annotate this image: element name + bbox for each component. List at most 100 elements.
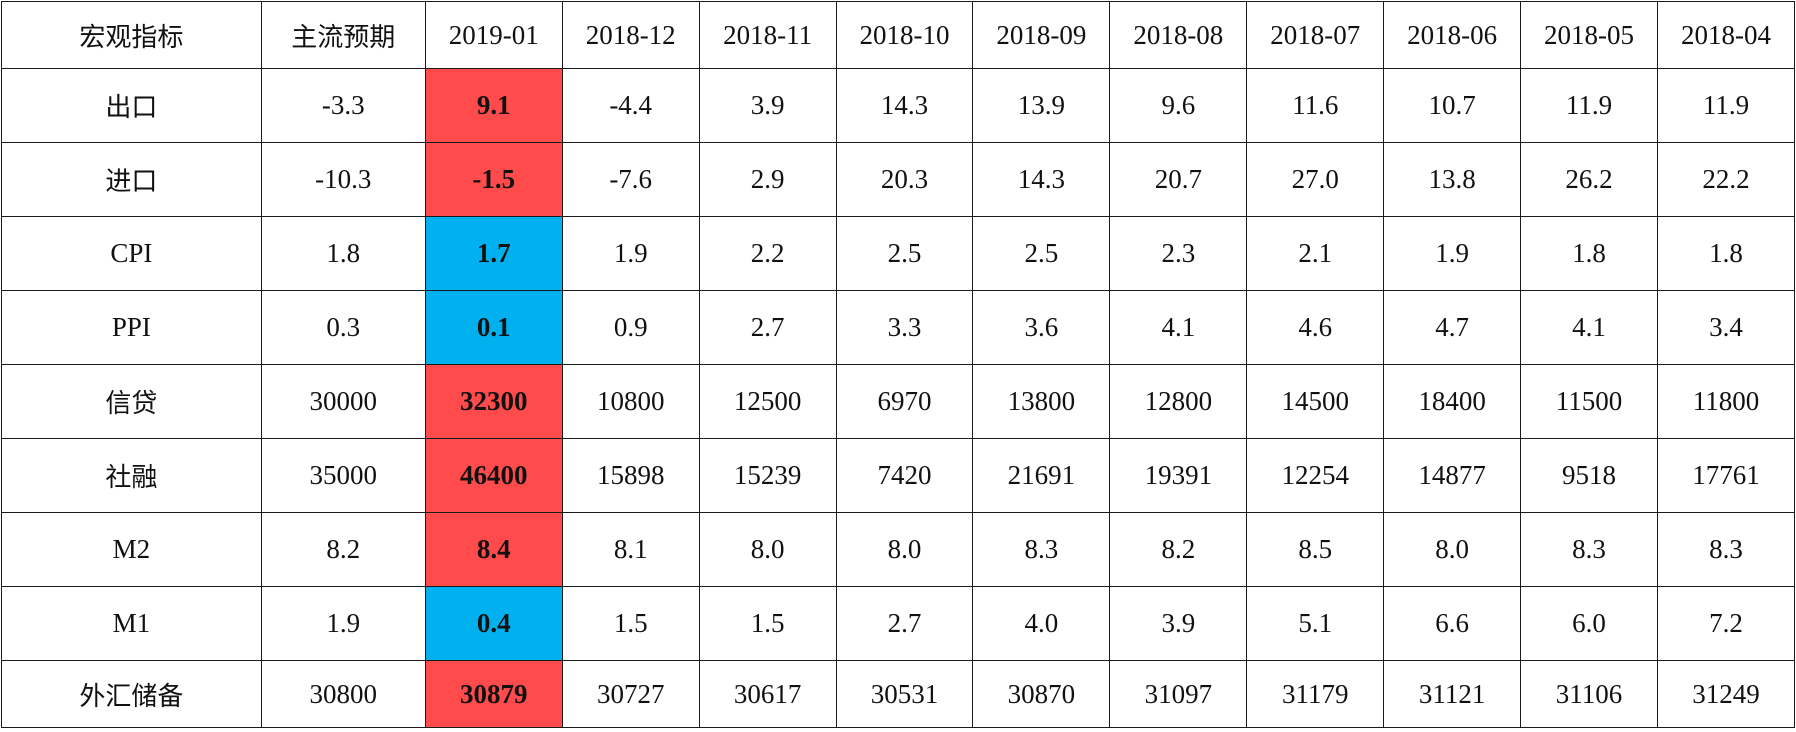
history-value: 4.6	[1246, 290, 1385, 365]
history-value: 6970	[835, 364, 974, 439]
history-value: 30727	[561, 660, 700, 728]
indicator-name: M1	[1, 586, 262, 661]
history-value: 9518	[1520, 438, 1658, 513]
current-value: 30879	[424, 660, 563, 728]
history-value: 1.9	[1383, 216, 1522, 291]
history-value: 15898	[561, 438, 700, 513]
header-month: 2018-04	[1656, 1, 1796, 69]
history-value: 8.5	[1246, 512, 1385, 587]
history-value: 19391	[1109, 438, 1248, 513]
history-value: 2.3	[1109, 216, 1248, 291]
history-value: 3.9	[698, 68, 837, 143]
history-value: 8.0	[1383, 512, 1522, 587]
history-value: 2.5	[835, 216, 974, 291]
header-row: 宏观指标 主流预期 2019-01 2018-12 2018-11 2018-1…	[1, 1, 1796, 69]
history-value: 0.9	[561, 290, 700, 365]
indicator-name: CPI	[1, 216, 262, 291]
history-value: 1.5	[561, 586, 700, 661]
expectation-value: 8.2	[260, 512, 426, 587]
header-month: 2018-12	[561, 1, 700, 69]
header-month: 2018-09	[972, 1, 1111, 69]
history-value: 13800	[972, 364, 1111, 439]
history-value: 22.2	[1656, 142, 1796, 217]
history-value: 8.0	[835, 512, 974, 587]
history-value: 14877	[1383, 438, 1522, 513]
history-value: 11.9	[1520, 68, 1658, 143]
history-value: 17761	[1656, 438, 1796, 513]
indicator-name: 外汇储备	[1, 660, 262, 728]
history-value: 4.7	[1383, 290, 1522, 365]
current-value: 0.1	[424, 290, 563, 365]
current-value: -1.5	[424, 142, 563, 217]
header-month: 2018-07	[1246, 1, 1385, 69]
table-row: 信贷 30000 32300 10800 12500 6970 13800 12800 1450…	[1, 364, 1796, 439]
history-value: 12800	[1109, 364, 1248, 439]
history-value: 31106	[1520, 660, 1658, 728]
expectation-value: 30000	[260, 364, 426, 439]
current-value: 46400	[424, 438, 563, 513]
history-value: 26.2	[1520, 142, 1658, 217]
history-value: 21691	[972, 438, 1111, 513]
header-month: 2018-08	[1109, 1, 1248, 69]
header-month: 2018-11	[698, 1, 837, 69]
history-value: 8.2	[1109, 512, 1248, 587]
history-value: 2.7	[698, 290, 837, 365]
history-value: 1.8	[1520, 216, 1658, 291]
indicator-name: PPI	[1, 290, 262, 365]
header-expectation: 主流预期	[260, 1, 426, 69]
table-row: CPI 1.8 1.7 1.9 2.2 2.5 2.5 2.3 2.1 1.9 1.8 1.8	[1, 216, 1796, 291]
history-value: 12254	[1246, 438, 1385, 513]
header-month: 2018-10	[835, 1, 974, 69]
table-row: PPI 0.3 0.1 0.9 2.7 3.3 3.6 4.1 4.6 4.7 4.1 3.4	[1, 290, 1796, 365]
expectation-value: 1.8	[260, 216, 426, 291]
header-current-month: 2019-01	[424, 1, 563, 69]
current-value: 1.7	[424, 216, 563, 291]
history-value: 18400	[1383, 364, 1522, 439]
indicator-name: 信贷	[1, 364, 262, 439]
table-row: M1 1.9 0.4 1.5 1.5 2.7 4.0 3.9 5.1 6.6 6.0 7.2	[1, 586, 1796, 661]
history-value: 8.1	[561, 512, 700, 587]
history-value: 3.3	[835, 290, 974, 365]
history-value: 14500	[1246, 364, 1385, 439]
history-value: 27.0	[1246, 142, 1385, 217]
expectation-value: 30800	[260, 660, 426, 728]
history-value: 4.1	[1520, 290, 1658, 365]
history-value: 31097	[1109, 660, 1248, 728]
history-value: 5.1	[1246, 586, 1385, 661]
history-value: 1.8	[1656, 216, 1796, 291]
current-value: 32300	[424, 364, 563, 439]
history-value: 20.3	[835, 142, 974, 217]
history-value: 8.3	[1656, 512, 1796, 587]
indicator-name: 出口	[1, 68, 262, 143]
table-row: 社融 35000 46400 15898 15239 7420 21691 19391 1225…	[1, 438, 1796, 513]
expectation-value: 35000	[260, 438, 426, 513]
history-value: 13.8	[1383, 142, 1522, 217]
history-value: 20.7	[1109, 142, 1248, 217]
history-value: 9.6	[1109, 68, 1248, 143]
history-value: 30531	[835, 660, 974, 728]
history-value: 14.3	[972, 142, 1111, 217]
history-value: 11500	[1520, 364, 1658, 439]
current-value: 8.4	[424, 512, 563, 587]
history-value: 8.0	[698, 512, 837, 587]
history-value: -7.6	[561, 142, 700, 217]
history-value: 6.0	[1520, 586, 1658, 661]
history-value: -4.4	[561, 68, 700, 143]
expectation-value: 0.3	[260, 290, 426, 365]
history-value: 10.7	[1383, 68, 1522, 143]
history-value: 31249	[1656, 660, 1796, 728]
table-row: 出口 -3.3 9.1 -4.4 3.9 14.3 13.9 9.6 11.6 10.7 11.9 1…	[1, 68, 1796, 143]
history-value: 4.1	[1109, 290, 1248, 365]
expectation-value: -3.3	[260, 68, 426, 143]
header-month: 2018-05	[1520, 1, 1658, 69]
history-value: 8.3	[972, 512, 1111, 587]
history-value: 12500	[698, 364, 837, 439]
history-value: 10800	[561, 364, 700, 439]
history-value: 11.6	[1246, 68, 1385, 143]
history-value: 2.2	[698, 216, 837, 291]
current-value: 9.1	[424, 68, 563, 143]
indicator-name: 进口	[1, 142, 262, 217]
history-value: 1.5	[698, 586, 837, 661]
